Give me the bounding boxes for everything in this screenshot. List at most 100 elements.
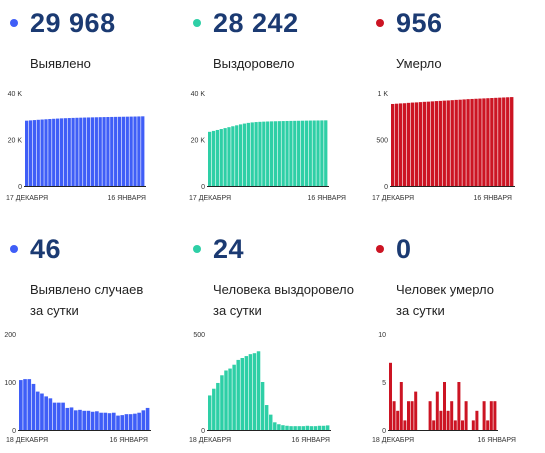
bar [312, 120, 316, 186]
bar [78, 409, 82, 430]
bar [313, 426, 318, 430]
bar [502, 97, 506, 186]
bar [137, 116, 141, 186]
bar [252, 353, 257, 430]
bar [510, 97, 514, 186]
bar [428, 401, 432, 430]
bar [71, 117, 75, 186]
bar [141, 410, 146, 430]
deaths-daily-label: Человек умерло за сутки [396, 279, 494, 321]
bar [260, 382, 265, 430]
bar [125, 116, 129, 186]
bar [461, 420, 464, 430]
bar [266, 121, 270, 186]
bar [450, 100, 454, 186]
card-detected-daily: 46 Выявлено случаев за сутки 0 100 200 18 Д… [0, 226, 180, 452]
bar [273, 121, 278, 186]
bar [410, 401, 414, 430]
bar [392, 401, 396, 430]
bar [103, 412, 108, 430]
bar [145, 407, 150, 430]
bar [94, 117, 98, 186]
bar [438, 100, 442, 186]
bullet-icon [10, 19, 18, 27]
bar [498, 97, 502, 186]
card-deaths-total: 956 Умерло 0 500 1 K 17 ДЕКАБРЯ 16 ЯНВАРЯ [366, 0, 545, 226]
bar [59, 118, 64, 186]
y-tick-label: 100 [4, 380, 16, 387]
bar [57, 402, 61, 430]
bar [293, 426, 297, 430]
x-end-label: 16 ЯНВАРЯ [477, 437, 516, 444]
bar [426, 101, 431, 186]
bar [114, 116, 118, 186]
y-tick-label: 500 [376, 138, 388, 145]
bar [325, 425, 330, 430]
bar [277, 121, 281, 186]
y-tick-label: 0 [201, 184, 205, 191]
bar [316, 120, 320, 186]
x-start-label: 18 ДЕКАБРЯ [189, 437, 231, 444]
y-tick-label: 200 [4, 332, 16, 339]
deaths-total-label: Умерло [396, 56, 442, 71]
bar [470, 98, 474, 186]
bullet-icon [193, 245, 201, 253]
bar [244, 356, 249, 430]
y-tick-label: 5 [382, 380, 386, 387]
detected-daily-label: Выявлено случаев за сутки [30, 279, 143, 321]
bar [231, 126, 235, 186]
bar [414, 102, 419, 186]
bar [116, 415, 120, 430]
bar [478, 98, 482, 186]
bar [208, 395, 212, 430]
bar [457, 382, 461, 430]
deaths-daily-label-line1: Человек умерло [396, 282, 494, 297]
bar [61, 402, 65, 430]
bar [391, 103, 395, 186]
bar [264, 405, 269, 430]
bar [458, 99, 462, 186]
bar [446, 100, 450, 186]
bar [439, 410, 443, 430]
bar [301, 426, 305, 430]
bar [52, 402, 57, 430]
bar [285, 120, 289, 186]
bar [248, 354, 253, 430]
bar [111, 412, 116, 430]
x-start-label: 18 ДЕКАБРЯ [372, 437, 414, 444]
bar [48, 119, 52, 186]
y-tick-label: 1 K [377, 91, 388, 98]
bar [65, 407, 70, 430]
card-recovered-total: 28 242 Выздоровело 0 20 K 40 K 17 ДЕКАБРЯ 16… [183, 0, 363, 226]
y-tick-label: 500 [193, 332, 205, 339]
bar [399, 382, 403, 430]
bar [227, 127, 231, 186]
bar [389, 362, 392, 430]
bar [462, 99, 466, 186]
bar [236, 359, 240, 430]
x-end-label: 16 ЯНВАРЯ [107, 195, 146, 202]
bar [406, 102, 411, 186]
bar [90, 411, 95, 430]
detected-daily-label-line2: за сутки [30, 303, 79, 318]
bar [128, 414, 133, 430]
bar [466, 99, 470, 186]
bar [133, 116, 137, 186]
bar [446, 410, 450, 430]
bar [240, 358, 244, 430]
recovered-total-label: Выздоровело [213, 56, 295, 71]
bar [407, 401, 410, 430]
recovered-daily-label-line2: за сутки [213, 303, 262, 318]
bar [398, 103, 403, 186]
bar [75, 117, 79, 186]
bar [27, 379, 32, 430]
bullet-icon [376, 245, 384, 253]
bar [90, 117, 95, 186]
bar [86, 117, 91, 186]
detected-total-label: Выявлено [30, 56, 91, 71]
bar [304, 120, 309, 186]
y-tick-label: 0 [382, 428, 386, 435]
bar [25, 120, 29, 186]
bar [258, 121, 262, 186]
bar [52, 118, 56, 186]
